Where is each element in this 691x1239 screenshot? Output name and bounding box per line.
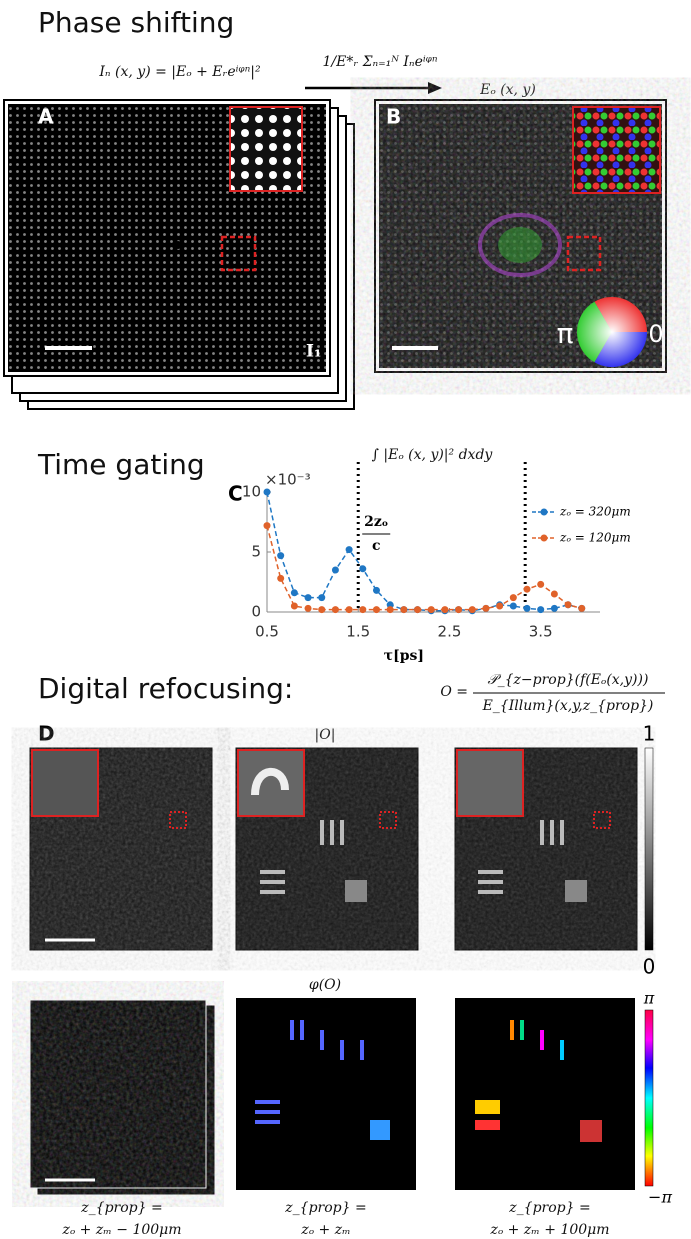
data-point — [578, 605, 585, 612]
annotation: 2zₒ — [364, 514, 388, 530]
colorbar-label: 0 — [643, 955, 656, 979]
legend-label: zₒ = 320μm — [559, 505, 631, 519]
subtitle: φ(O) — [309, 977, 341, 993]
x-tick-label: 2.5 — [438, 623, 462, 641]
data-point — [373, 587, 380, 594]
equation: 𝒫_{z−prop}(f(Eₒ(x,y))) — [488, 672, 649, 688]
data-point — [441, 606, 448, 613]
wheel-label: π — [557, 317, 574, 350]
data-point — [359, 565, 366, 572]
caption: z_{prop} = — [284, 1200, 366, 1216]
data-point — [537, 581, 544, 588]
data-point — [510, 603, 517, 610]
legend-marker — [541, 509, 548, 516]
caption: zₒ + zₘ — [300, 1222, 350, 1238]
colorbar-label: 1 — [643, 722, 656, 746]
data-point — [277, 552, 284, 559]
colorbar-label: π — [643, 989, 655, 1008]
data-point — [318, 594, 325, 601]
x-tick-label: 3.5 — [529, 623, 553, 641]
data-point — [264, 522, 271, 529]
caption: zₒ + zₘ + 100μm — [489, 1222, 609, 1238]
data-point — [524, 586, 531, 593]
y-tick-label: 5 — [251, 543, 261, 561]
data-point — [359, 606, 366, 613]
data-point — [291, 589, 298, 596]
wheel-label: 0 — [648, 320, 663, 348]
x-tick-label: 1.5 — [346, 623, 370, 641]
y-tick-label: 10 — [242, 483, 261, 501]
annotation: c — [372, 538, 381, 554]
heading: Digital refocusing: — [38, 672, 293, 705]
data-point — [332, 606, 339, 613]
data-point — [400, 606, 407, 613]
multiplier: ×10⁻³ — [265, 471, 311, 489]
data-point — [291, 603, 298, 610]
data-point — [387, 606, 394, 613]
data-point — [277, 575, 284, 582]
data-point — [318, 606, 325, 613]
x-tick-label: 0.5 — [255, 623, 279, 641]
equation: 1/E*ᵣ Σₙ₌₁ᴺ Iₙeⁱᵠⁿ — [322, 54, 437, 70]
chart: 0 5 10 0.5 1.5 2.5 3.5 ×10⁻³ Cτ[ps] 2zₒ c zₒ = 320μ… — [228, 462, 631, 664]
panel-label: D — [38, 722, 55, 746]
data-point — [510, 594, 517, 601]
data-point — [305, 605, 312, 612]
panel-label: C — [228, 482, 243, 506]
caption: zₒ + zₘ − 100μm — [61, 1222, 181, 1238]
data-point — [264, 489, 271, 496]
legend-label: zₒ = 120μm — [559, 531, 631, 545]
panel-b — [375, 100, 666, 372]
data-point — [565, 601, 572, 608]
x-axis-label: τ[ps] — [384, 648, 424, 664]
data-point — [551, 591, 558, 598]
data-point — [455, 606, 462, 613]
panel-a — [4, 100, 354, 409]
panel-label: A — [38, 105, 54, 129]
panel-label: B — [386, 105, 401, 129]
frame-label: I₁ — [306, 342, 321, 362]
data-point — [496, 603, 503, 610]
magnitude-panels — [30, 748, 653, 950]
data-point — [482, 605, 489, 612]
data-point — [373, 606, 380, 613]
equation: ∫ |Eₒ (x, y)|² dxdy — [372, 447, 494, 463]
data-point — [332, 567, 339, 574]
data-point — [305, 594, 312, 601]
legend-marker — [541, 535, 548, 542]
series-line — [267, 492, 582, 611]
colorbar-label: −π — [648, 1188, 672, 1207]
phase-panels — [30, 998, 653, 1194]
data-point — [469, 606, 476, 613]
heading: Time gating — [37, 448, 205, 481]
arrow-head — [428, 82, 442, 94]
caption: z_{prop} = — [508, 1200, 590, 1216]
data-point — [524, 605, 531, 612]
data-point — [346, 546, 353, 553]
equation: Iₙ (x, y) = |Eₒ + Eᵣeⁱᵠⁿ|² — [98, 64, 261, 80]
data-point — [346, 606, 353, 613]
data-point — [414, 606, 421, 613]
subtitle: |O| — [315, 727, 336, 743]
equation: Eₒ (x, y) — [479, 82, 536, 98]
data-point — [537, 606, 544, 613]
figure: Phase shifting Iₙ (x, y) = |Eₒ + Eᵣeⁱᵠⁿ|… — [0, 0, 691, 1239]
equation: O = — [440, 684, 468, 700]
equation: E_{Illum}(x,y,z_{prop}) — [482, 698, 654, 714]
data-point — [428, 606, 435, 613]
data-point — [551, 605, 558, 612]
heading: Phase shifting — [38, 6, 234, 39]
y-tick-label: 0 — [251, 603, 261, 621]
caption: z_{prop} = — [80, 1200, 162, 1216]
